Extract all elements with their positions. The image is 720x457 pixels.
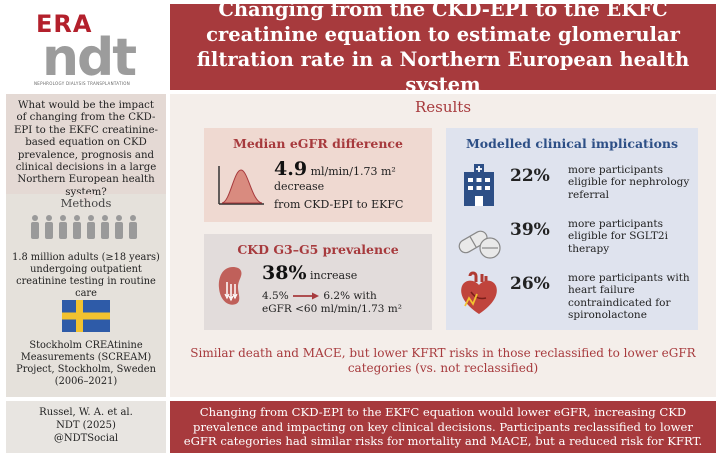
journal-logo: ERA ndt NEPHROLOGY DIALYSIS TRANSPLANTAT… [6, 4, 166, 90]
median-value-line: 4.9 ml/min/1.73 m² [274, 158, 396, 180]
pills-icon [458, 230, 501, 259]
ckd-to-pct: 6.2% with [323, 290, 377, 302]
logo-subtitle: NEPHROLOGY DIALYSIS TRANSPLANTATION [34, 81, 130, 86]
implication-pct: 22% [510, 166, 550, 186]
kidney-icon [218, 267, 242, 305]
sweden-flag-icon [62, 300, 110, 332]
implication-text: more participants eligible for SGLT2i th… [568, 218, 668, 255]
ckd-range: 4.5% 6.2% with eGFR <60 ml/min/1.73 m² [262, 290, 402, 316]
citation: Russel, W. A. et al. NDT (2025) @NDTSoci… [6, 401, 166, 453]
implication-text: more participants eligible for nephrolog… [568, 164, 690, 201]
implication-item: 39% more participants eligible for SGLT2… [446, 216, 698, 268]
implication-pct: 39% [510, 220, 550, 240]
ckd-increase-line: 38% increase [262, 262, 357, 284]
implication-item: 22% more participants eligible for nephr… [446, 162, 698, 214]
ckd-prevalence-title: CKD G3–G5 prevalence [237, 242, 399, 257]
citation-authors: Russel, W. A. et al. [39, 407, 133, 418]
summary-banner: Changing from CKD-EPI to the EKFC equati… [170, 401, 716, 453]
people-icon [31, 215, 137, 239]
clinical-implications-card: Modelled clinical implications 22% more … [446, 128, 698, 330]
hospital-icon [464, 164, 494, 206]
ckd-prevalence-card: CKD G3–G5 prevalence 38% increase 4.5% 6… [204, 234, 432, 330]
ndt-logo-text: ndt [42, 28, 137, 88]
ckd-from-pct: 4.5% [262, 290, 289, 302]
ckd-increase-label: increase [310, 269, 358, 282]
clinical-implications-title: Modelled clinical implications [465, 136, 679, 151]
cohort-description: Stockholm CREAtinine Measurements (SCREA… [16, 340, 156, 387]
median-unit: ml/min/1.73 m² [310, 165, 396, 178]
results-heading: Results [414, 98, 472, 116]
page-title: Changing from the CKD-EPI to the EKFC cr… [196, 0, 690, 96]
research-question: What would be the impact of changing fro… [6, 94, 166, 204]
header-banner: Changing from the CKD-EPI to the EKFC cr… [170, 0, 716, 96]
right-arrow-icon [293, 292, 320, 300]
median-direction: decrease [274, 180, 325, 193]
results-conclusion: Similar death and MACE, but lower KFRT r… [190, 346, 696, 375]
citation-handle: @NDTSocial [53, 433, 119, 444]
methods-description: 1.8 million adults (≥18 years) undergoin… [12, 252, 160, 299]
heart-icon [461, 271, 497, 314]
era-logo-text: ERA [36, 10, 93, 38]
methods-heading: Methods [60, 196, 112, 210]
implication-pct: 26% [510, 274, 550, 294]
distribution-curve-icon [218, 166, 264, 205]
results-panel: Results Median eGFR difference 4.9 ml/mi… [170, 94, 716, 397]
left-column: What would be the impact of changing fro… [6, 94, 166, 397]
implication-text: more participants with heart failure con… [568, 272, 690, 322]
median-egfr-card: Median eGFR difference 4.9 ml/min/1.73 m… [204, 128, 432, 222]
citation-journal: NDT (2025) [56, 420, 116, 431]
ckd-increase-pct: 38% [262, 262, 307, 284]
median-egfr-title: Median eGFR difference [233, 136, 403, 151]
summary-text: Changing from CKD-EPI to the EKFC equati… [183, 405, 703, 448]
ckd-threshold: eGFR <60 ml/min/1.73 m² [262, 303, 402, 315]
median-comparison: from CKD-EPI to EKFC [274, 198, 404, 211]
median-value: 4.9 [274, 158, 308, 180]
implication-item: 26% more participants with heart failure… [446, 270, 698, 322]
